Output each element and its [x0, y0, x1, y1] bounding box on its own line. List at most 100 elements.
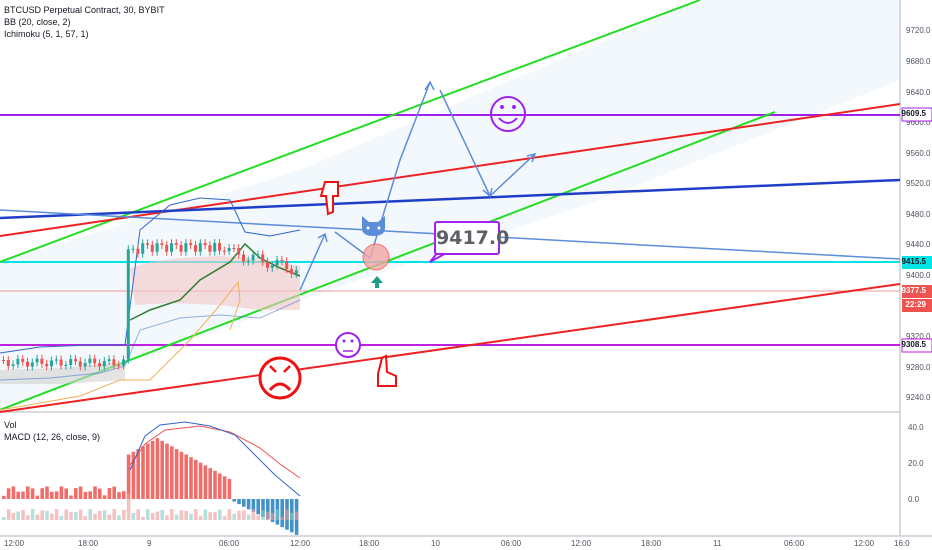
candle-body [50, 360, 53, 367]
macd-histogram-bar [184, 454, 188, 499]
candle-body [88, 358, 92, 364]
macd-histogram-bar [78, 486, 83, 499]
price-callout[interactable]: 9417.0 [434, 221, 509, 255]
candle-body [102, 361, 106, 367]
candle-body [261, 254, 265, 262]
candle-body [189, 243, 193, 246]
ichimoku-lagging-line [0, 280, 241, 411]
candle-body [160, 243, 164, 245]
volume-bar [64, 509, 68, 520]
macd-histogram-bar [93, 486, 97, 499]
macd-histogram-bar [88, 491, 92, 499]
macd-histogram-bar [74, 488, 78, 499]
channel-line-red-upper[interactable] [0, 103, 901, 237]
candle-body [122, 359, 125, 366]
price-tag-top: 9609.5 [901, 109, 926, 118]
candle-body [69, 359, 73, 365]
time-axis-tick: 10 [431, 539, 440, 548]
macd-histogram-bar [242, 499, 246, 507]
candle-body [266, 261, 269, 268]
macd-histogram-bar [102, 495, 107, 499]
macd-histogram-bar [117, 492, 121, 499]
symbol-title[interactable]: BTCUSD Perpetual Contract, 30, BYBIT [4, 5, 165, 15]
macd-pane[interactable] [2, 438, 299, 535]
price-axis-tick: 9240.0 [906, 393, 931, 402]
macd-histogram-bar [194, 459, 198, 499]
candle-body [146, 243, 149, 245]
macd-histogram-bar [179, 451, 184, 499]
macd-histogram-bar [270, 499, 275, 523]
macd-histogram-bar [16, 491, 20, 499]
time-axis-tick: 06:00 [219, 539, 240, 548]
volume-bar [160, 509, 164, 520]
volume-bar [122, 509, 126, 520]
volume-bar [16, 511, 20, 520]
volume-bar [222, 516, 227, 520]
channel-line-red-lower[interactable] [0, 283, 901, 413]
candle-body [141, 243, 145, 254]
macd-histogram-bar [256, 499, 260, 515]
time-axis-labels: 12:00 18:00 9 06:00 12:00 18:00 10 06:00 12:00 18… [4, 539, 910, 548]
sad-emoji-icon [258, 356, 302, 400]
bb-indicator-label[interactable]: BB (20, close, 2) [4, 17, 71, 27]
trend-line-blue[interactable] [0, 178, 901, 220]
candle-body [294, 270, 298, 274]
volume-bar [136, 509, 140, 520]
candle-body [93, 358, 97, 364]
volume-bar [261, 509, 265, 520]
volume-bar [218, 509, 222, 520]
time-axis-tick: 11 [713, 539, 722, 548]
candle-body [112, 359, 116, 366]
sub-pane-legend[interactable]: Vol MACD (12, 26, close, 9) [4, 419, 100, 443]
candle-body [218, 243, 221, 251]
candle-body [170, 243, 173, 252]
macd-indicator-label[interactable]: MACD (12, 26, close, 9) [4, 432, 101, 442]
candle-body [232, 248, 236, 249]
time-axis-tick: 9 [147, 539, 152, 548]
price-axis-tick: 9320.0 [906, 332, 931, 341]
candlestick-series [2, 239, 298, 371]
macd-axis-labels: 40.0 20.0 0.0 [908, 423, 924, 504]
volume-bar [146, 509, 150, 520]
candle-body [174, 243, 178, 246]
candle-body [74, 359, 77, 362]
macd-histogram-bar [126, 454, 131, 499]
volume-bar [117, 515, 121, 520]
volume-bar [69, 512, 73, 520]
price-tag-bg-bottom [901, 338, 932, 353]
macd-histogram-bar [165, 443, 169, 499]
volume-indicator-label[interactable]: Vol [4, 420, 17, 430]
volume-bar [227, 509, 232, 520]
time-axis-tick: 06:00 [784, 539, 805, 548]
macd-histogram-bar [40, 488, 44, 499]
macd-histogram-bar [232, 499, 236, 502]
time-axis-tick: 12:00 [4, 539, 25, 548]
macd-histogram-bar [11, 486, 16, 499]
candle-body [237, 248, 241, 255]
macd-histogram-bar [54, 491, 59, 499]
volume-bar [78, 509, 83, 520]
macd-histogram-bar [2, 495, 6, 499]
candle-body [35, 358, 39, 363]
volume-bar [179, 510, 184, 520]
candle-body [179, 245, 183, 252]
macd-histogram-bar [122, 491, 126, 499]
macd-axis-tick: 40.0 [908, 423, 924, 432]
volume-bar [11, 512, 16, 520]
volume-bar [59, 516, 64, 520]
volume-bar [102, 510, 107, 520]
volume-bar [30, 509, 35, 520]
chart-legend[interactable]: BTCUSD Perpetual Contract, 30, BYBIT BB … [4, 4, 165, 40]
macd-histogram-bar [189, 457, 193, 499]
macd-histogram-bar [237, 499, 241, 505]
candle-body [64, 364, 68, 366]
volume-bar [50, 513, 54, 520]
candle-body [165, 244, 169, 252]
candle-body [251, 254, 255, 261]
volume-bar [83, 516, 88, 520]
ichimoku-indicator-label[interactable]: Ichimoku (5, 1, 57, 1) [4, 29, 89, 39]
candle-body [280, 259, 284, 262]
candle-body [83, 363, 87, 367]
price-tag-bottom: 9308.5 [901, 340, 926, 349]
